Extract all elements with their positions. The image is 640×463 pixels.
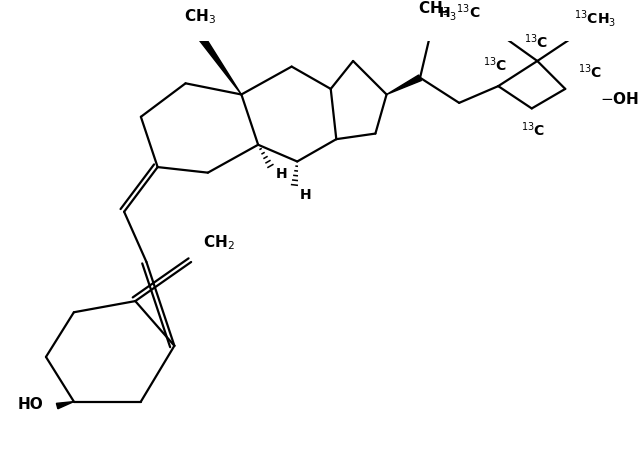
Text: H: H [276,167,287,181]
Text: $-$OH: $-$OH [600,91,639,107]
Text: H$_3$$^{13}$C: H$_3$$^{13}$C [438,2,481,23]
Text: $^{13}$C: $^{13}$C [521,121,545,139]
Polygon shape [200,37,241,94]
Text: $^{13}$CH$_3$: $^{13}$CH$_3$ [573,7,616,29]
Text: $^{13}$C: $^{13}$C [524,32,548,51]
Text: CH$_2$: CH$_2$ [204,233,236,252]
Polygon shape [56,401,74,409]
Text: $^{13}$C: $^{13}$C [577,62,602,81]
Text: HO: HO [17,397,43,412]
Text: CH$_3$: CH$_3$ [418,0,450,18]
Polygon shape [387,75,422,94]
Text: $^{13}$C: $^{13}$C [483,55,508,74]
Text: H: H [300,188,312,202]
Text: CH$_3$: CH$_3$ [184,8,216,26]
